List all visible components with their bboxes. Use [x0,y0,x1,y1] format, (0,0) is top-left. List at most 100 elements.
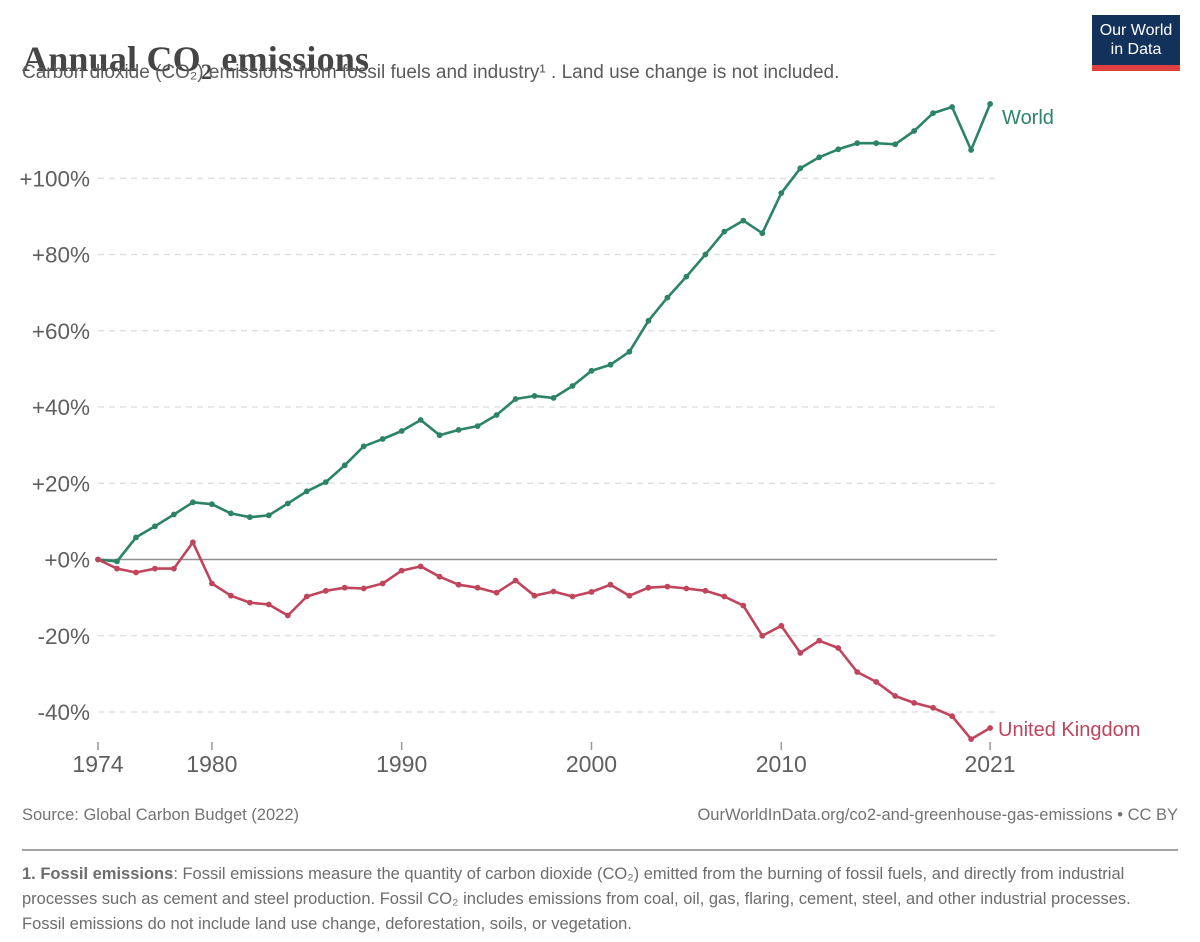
data-point-united-kingdom [797,650,804,656]
data-point-united-kingdom [626,592,633,599]
data-point-world [949,104,955,110]
data-point-world [360,443,367,450]
data-point-world [228,510,234,517]
y-tick-label: +80% [32,243,90,268]
emissions-line-chart: +100% +80% +60% +40% +20% +0% -20% -40% 1974 1980… [19,101,1140,777]
data-point-united-kingdom [171,565,177,572]
series-line-world [96,102,992,563]
data-point-united-kingdom [360,585,367,592]
data-point-united-kingdom [911,700,917,706]
data-point-united-kingdom [949,713,955,720]
y-tick-label: -40% [37,700,90,725]
data-point-united-kingdom [455,581,462,588]
data-point-united-kingdom [152,565,158,572]
x-tick-label: 2010 [756,751,807,777]
x-tick-label: 1974 [72,751,123,777]
data-point-united-kingdom [892,693,899,699]
data-point-united-kingdom [114,565,120,572]
data-point-united-kingdom [341,584,348,591]
data-point-united-kingdom [550,588,557,595]
data-point-world [759,230,766,237]
data-point-world [133,534,139,541]
data-point-world [398,428,405,434]
data-point-world [968,147,974,153]
data-point-united-kingdom [398,567,405,574]
data-point-united-kingdom [133,569,139,576]
data-point-world [455,427,462,433]
data-point-united-kingdom [474,584,481,591]
data-point-united-kingdom [303,593,310,600]
data-point-world [721,228,728,235]
data-point-world [171,511,177,518]
data-point-united-kingdom [645,584,652,591]
y-tick-label: +20% [32,471,90,496]
y-tick-label: +60% [32,319,90,344]
data-point-world [417,417,424,423]
data-point-world [930,110,936,116]
data-point-united-kingdom [683,585,690,592]
data-point-united-kingdom [873,679,880,685]
data-point-world [114,558,120,565]
y-tick-label: +100% [19,166,90,191]
data-point-united-kingdom [228,592,234,599]
license-link[interactable]: OurWorldInData.org/co2-and-greenhouse-ga… [697,806,1178,824]
data-point-world [152,523,158,530]
source-text: Source: Global Carbon Budget (2022) [22,806,300,824]
chart-footer: Source: Global Carbon Budget (2022) OurW… [22,806,1178,825]
owid-logo[interactable]: Our World in Data [1092,15,1180,71]
data-point-world [683,273,690,280]
footnote-lead: 1. Fossil emissions [22,865,174,883]
series-line-united-kingdom [96,540,992,741]
data-point-united-kingdom [664,583,671,590]
data-point-world [569,383,576,389]
data-point-united-kingdom [417,563,424,570]
data-point-united-kingdom [95,556,101,563]
data-point-united-kingdom [816,637,823,644]
x-tick-label: 1980 [186,751,237,777]
data-point-world [854,140,861,147]
data-point-united-kingdom [607,581,614,588]
data-point-world [303,488,310,495]
data-point-united-kingdom [265,601,272,608]
x-tick-label: 2000 [566,751,617,777]
data-point-world [778,190,785,197]
series-label-united-kingdom: United Kingdom [998,719,1140,741]
data-point-world [835,146,842,153]
footnote: 1. Fossil emissions: Fossil emissions me… [22,862,1174,937]
data-point-world [550,395,557,401]
data-point-united-kingdom [702,587,709,594]
data-point-world [322,479,329,485]
footer-divider [22,849,1178,851]
owid-logo-line1: Our World [1099,22,1173,39]
data-point-world [987,101,993,107]
data-point-united-kingdom [930,704,936,711]
data-point-united-kingdom [209,580,215,587]
data-point-world [209,501,215,508]
data-point-world [626,348,633,355]
x-tick-label: 1990 [376,751,427,777]
data-point-united-kingdom [493,589,500,596]
data-point-world [607,361,614,368]
data-point-united-kingdom [284,612,291,619]
x-tick-label: 2021 [964,751,1015,777]
data-point-world [797,165,804,172]
data-point-world [512,396,519,402]
data-point-united-kingdom [740,602,747,609]
owid-logo-line2: in Data [1110,41,1162,58]
data-point-united-kingdom [246,599,253,606]
data-point-united-kingdom [379,580,386,587]
chart-subtitle: Carbon dioxide (CO₂) emissions from foss… [22,62,840,83]
data-point-world [190,499,196,506]
data-point-united-kingdom [721,593,728,600]
data-point-world [379,436,386,442]
data-point-world [284,500,291,507]
y-tick-label: +0% [44,548,90,573]
y-tick-label: +40% [32,395,90,420]
data-point-united-kingdom [436,573,443,580]
data-point-world [911,128,917,134]
series-label-world: World [1002,107,1054,129]
data-point-world [892,141,899,148]
data-point-united-kingdom [987,725,993,731]
data-point-united-kingdom [512,577,519,584]
